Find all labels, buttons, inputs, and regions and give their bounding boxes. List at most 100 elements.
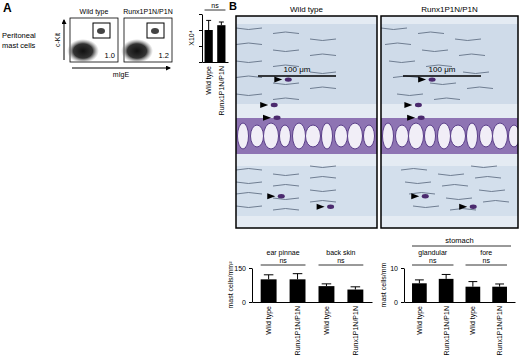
cartilage: [381, 118, 518, 154]
y-axis: 0150: [234, 265, 252, 306]
axis-line: [252, 269, 253, 303]
fiber: [397, 94, 423, 96]
bar: [492, 287, 507, 302]
fiber: [471, 166, 497, 168]
error-cap: [442, 274, 451, 275]
image-content: [381, 16, 518, 228]
fiber: [236, 94, 262, 96]
significance-bracket: [205, 10, 226, 11]
mast-cell: [415, 103, 422, 107]
tick: Wild type: [205, 62, 213, 95]
fiber: [463, 72, 489, 74]
tick: 150: [234, 265, 252, 272]
dermis: [381, 166, 518, 216]
mast-cell: [422, 194, 429, 198]
arrowhead: [274, 77, 282, 83]
fiber: [438, 174, 464, 176]
mast-cell: [274, 116, 281, 120]
event-cloud: [67, 39, 99, 63]
mast-cell: [470, 205, 477, 209]
error-line: [268, 275, 269, 280]
tick-mark: [249, 302, 252, 303]
axis-line: [202, 15, 203, 63]
fiber: [273, 83, 299, 85]
error-cap: [264, 274, 274, 275]
tissue-background: [236, 16, 377, 228]
tick-mark: [199, 30, 202, 31]
error-cap: [495, 283, 504, 284]
histology-image: 100 μmRunx1P1N/P1N: [381, 5, 520, 228]
chart-title: stomach: [445, 236, 473, 245]
tick-label: Runx1P1N/P1N: [496, 306, 503, 355]
tick-label: Runx1P1N/P1N: [294, 306, 301, 355]
error-line: [472, 282, 473, 287]
fiber: [401, 169, 427, 171]
significance-bracket: [261, 265, 306, 266]
chondrocyte: [251, 125, 264, 147]
bar: [347, 290, 363, 302]
fiber: [409, 193, 435, 195]
tick-label: Wild type: [416, 306, 424, 335]
axis-title: mIgE: [113, 71, 130, 79]
fiber: [418, 32, 444, 34]
fiber: [310, 54, 336, 56]
panel-letter: A: [3, 1, 12, 15]
gated-events: [151, 28, 159, 34]
arrowhead: [317, 204, 325, 210]
axis-line: [203, 62, 229, 63]
significance-bracket: [319, 265, 364, 266]
axis-line: [405, 302, 516, 303]
chondrocyte: [438, 123, 451, 149]
significance-label: ns: [279, 257, 287, 264]
group-label: ear pinnae: [267, 249, 300, 257]
chondrocyte: [451, 125, 466, 147]
tick: Wild type: [469, 302, 477, 335]
tick: Runx1P1N/P1N: [443, 302, 450, 355]
fiber: [442, 185, 468, 187]
fiber: [273, 174, 299, 176]
tissue-background: [381, 16, 518, 228]
significance-label: ns: [211, 2, 219, 9]
arrowhead: [263, 115, 271, 121]
fiber: [236, 61, 262, 63]
error-bar: [468, 282, 477, 287]
fiber: [459, 54, 485, 56]
fiber: [236, 182, 262, 184]
tick-mark: [401, 268, 404, 269]
event-cloud: [121, 39, 153, 63]
error-cap: [322, 283, 332, 284]
tick-label: 150: [234, 265, 246, 272]
error-bar: [264, 275, 274, 280]
panel-a: APeritonealmast cells1.0Wild type1.2Runx…: [2, 1, 173, 79]
tick-label: Runx1P1N/P1N: [352, 306, 359, 355]
bar-chart: 0150Wild typeRunx1P1N/P1NWild typeRunx1P…: [227, 249, 373, 355]
tick-label: Runx1P1N/P1N: [443, 306, 450, 355]
bar: [261, 279, 277, 302]
dermis: [236, 166, 377, 216]
chondrocyte: [480, 125, 493, 147]
bar-chart: Wild typeRunx1P1N/P1NX10⁴ns: [188, 2, 229, 115]
error-cap: [351, 286, 361, 287]
chondrocyte: [467, 123, 478, 149]
error-cap: [468, 281, 477, 282]
fiber: [389, 61, 415, 63]
mast-cell: [429, 77, 436, 81]
significance-label: ns: [483, 257, 491, 264]
axis-title: X10⁴: [188, 30, 195, 45]
arrowhead: [459, 204, 467, 210]
fiber: [236, 28, 262, 30]
error-bar: [206, 20, 211, 30]
gate-percent: 1.2: [159, 51, 169, 60]
fiber: [273, 198, 299, 200]
arrowhead: [260, 102, 268, 108]
fiber: [310, 166, 336, 168]
error-cap: [293, 273, 303, 274]
fiber: [236, 43, 262, 45]
plot-area: [205, 20, 226, 62]
tick-mark: [199, 62, 202, 63]
tick-label: 0: [394, 299, 398, 306]
arrowhead: [418, 77, 426, 83]
bar: [412, 283, 427, 302]
error-bar: [442, 274, 451, 278]
fiber: [310, 72, 336, 74]
